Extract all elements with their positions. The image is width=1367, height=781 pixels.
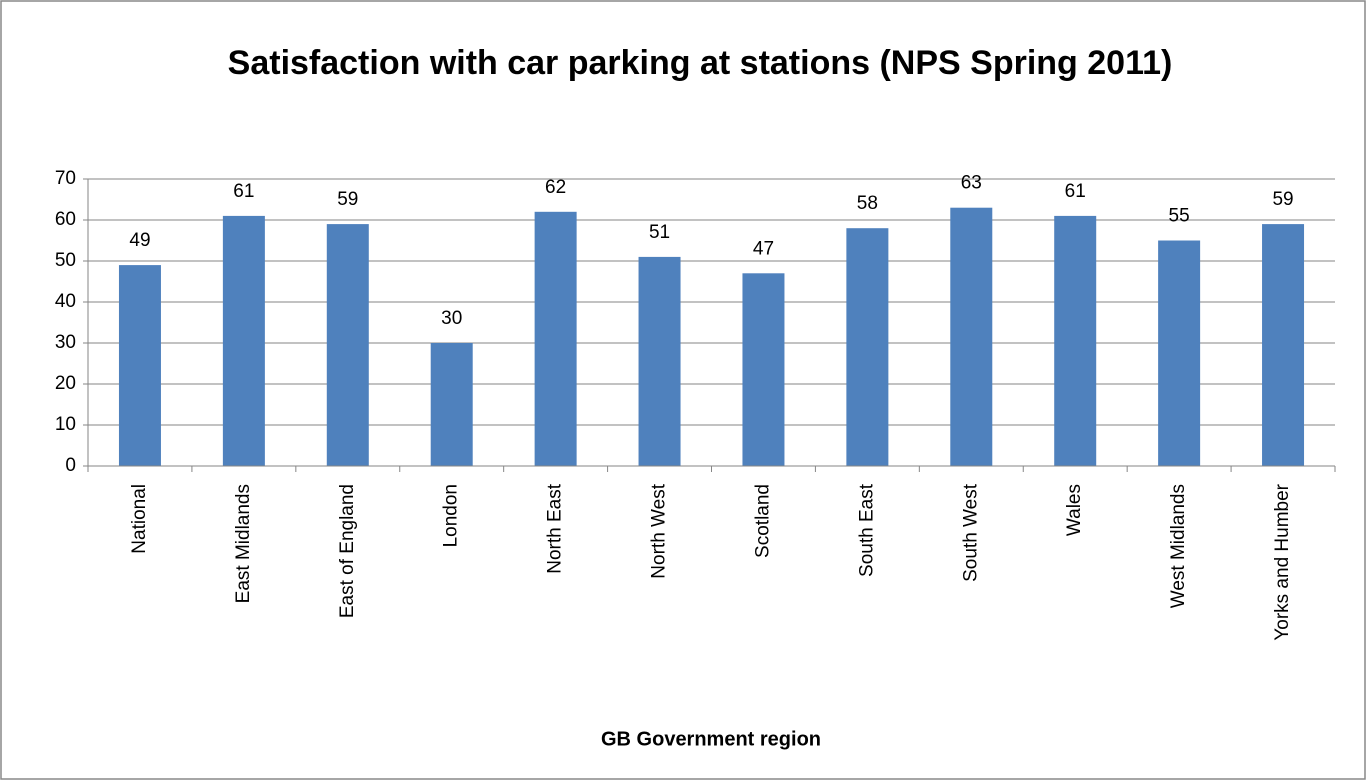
value-label: 61 (233, 181, 254, 202)
bar (222, 215, 265, 466)
value-label: 30 (441, 308, 462, 329)
value-label: 59 (337, 189, 358, 210)
value-label: 61 (1065, 181, 1086, 202)
value-label: 63 (961, 173, 982, 194)
x-tick-label: East Midlands (233, 484, 254, 603)
chart-title: Satisfaction with car parking at station… (227, 44, 1173, 82)
value-label: 55 (1169, 206, 1190, 227)
y-tick-label: 10 (55, 414, 76, 435)
y-tick-label: 60 (55, 209, 76, 230)
y-tick-label: 0 (65, 455, 76, 476)
x-axis-title: GB Government region (601, 728, 821, 750)
value-label: 49 (129, 230, 150, 251)
x-tick-label: South East (856, 483, 877, 577)
value-label: 47 (753, 238, 774, 259)
value-label: 59 (1272, 189, 1293, 210)
bar (1158, 240, 1201, 466)
x-tick-label: Wales (1064, 484, 1085, 536)
bar (326, 224, 369, 466)
y-tick-label: 40 (55, 291, 76, 312)
y-tick-label: 20 (55, 373, 76, 394)
value-label: 58 (857, 193, 878, 214)
x-tick-label: Scotland (752, 484, 773, 558)
x-tick-label: London (441, 484, 462, 547)
value-label: 62 (545, 177, 566, 198)
bar (1054, 215, 1097, 466)
x-tick-label: South West (960, 483, 981, 582)
x-tick-label: West Midlands (1168, 484, 1189, 608)
bar (430, 343, 473, 466)
bar (638, 256, 681, 466)
y-tick-label: 70 (55, 168, 76, 189)
bar (1262, 224, 1305, 466)
bar (534, 211, 577, 466)
y-tick-label: 50 (55, 250, 76, 271)
x-tick-label: North West (649, 483, 670, 578)
bar (950, 207, 993, 466)
x-tick-label: National (129, 484, 150, 554)
bar (846, 228, 889, 466)
bar (118, 265, 161, 466)
bar (742, 273, 785, 466)
x-tick-label: East of England (337, 484, 358, 618)
y-tick-label: 30 (55, 332, 76, 353)
x-tick-label: Yorks and Humber (1272, 483, 1293, 640)
x-tick-label: North East (545, 483, 566, 573)
value-label: 51 (649, 222, 670, 243)
